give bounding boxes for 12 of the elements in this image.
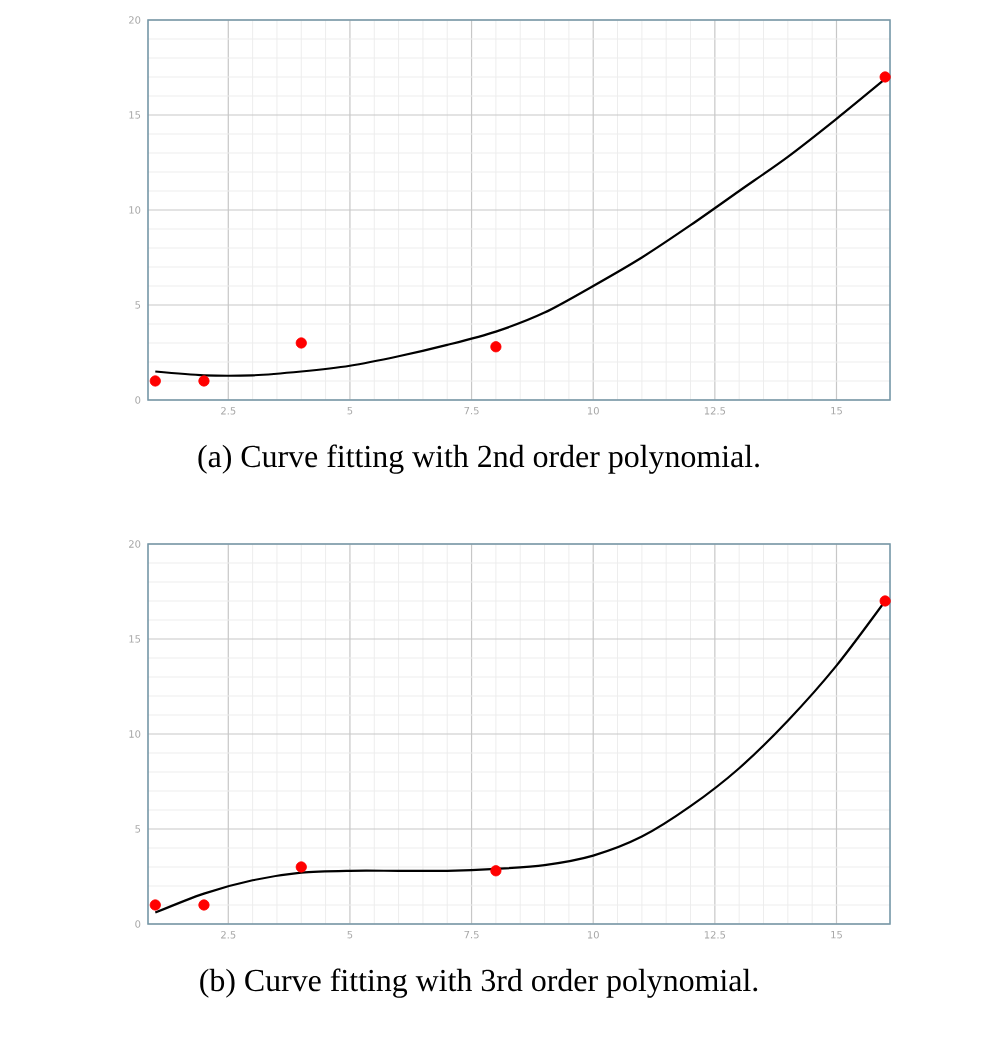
point <box>149 375 161 387</box>
point <box>295 861 307 873</box>
point <box>149 899 161 911</box>
point <box>198 899 210 911</box>
point <box>490 341 502 353</box>
text: (a) Curve fitting with 2nd order polynomial. <box>198 444 759 474</box>
point <box>879 595 891 607</box>
point <box>490 865 502 877</box>
point <box>879 71 891 83</box>
point <box>295 337 307 349</box>
text: (b) Curve fitting with 3rd order polynomial. <box>200 968 758 998</box>
point <box>198 375 210 387</box>
